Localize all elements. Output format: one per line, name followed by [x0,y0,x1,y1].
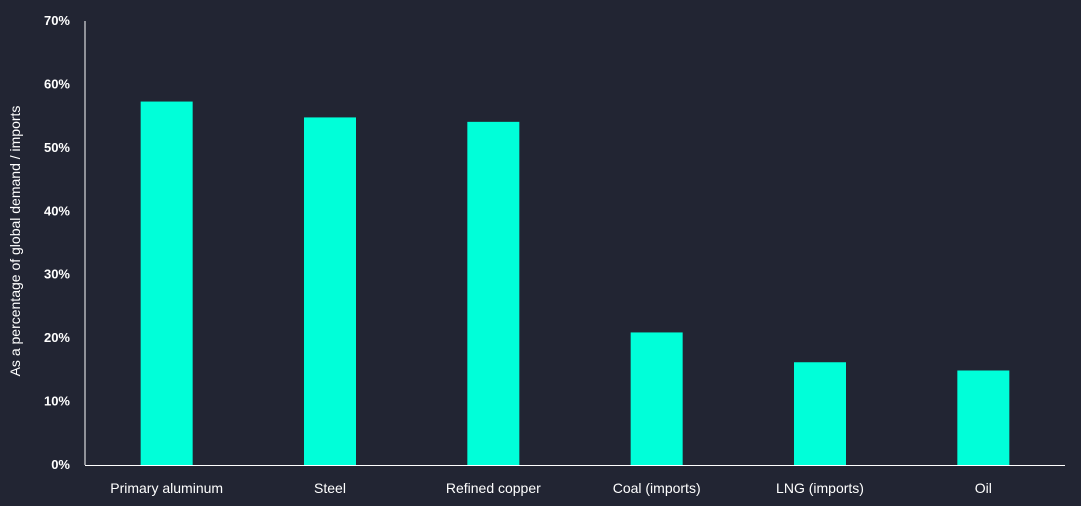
bar [957,370,1010,465]
bar [467,121,520,465]
y-tick-label: 60% [44,76,70,91]
y-axis-label: As a percentage of global demand / impor… [7,106,23,377]
y-tick-label: 0% [51,457,70,472]
bar [630,332,683,465]
x-tick-label: Steel [314,480,346,496]
y-tick-label: 20% [44,330,70,345]
y-tick-label: 30% [44,267,70,282]
y-tick-label: 40% [44,203,70,218]
bar [304,117,356,465]
bar [794,362,846,465]
x-tick-label: Coal (imports) [613,480,701,496]
x-tick-label: Oil [975,480,992,496]
y-tick-label: 50% [44,140,70,155]
bars [140,101,1010,465]
x-tick-label: Primary aluminum [110,480,223,496]
y-axis-ticks: 0% 10% 20% 30% 40% 50% 60% 70% [44,13,70,472]
x-tick-label: LNG (imports) [776,480,864,496]
x-axis-ticks: Primary aluminum Steel Refined copper Coal … [110,480,992,496]
x-tick-label: Refined copper [446,480,541,496]
y-tick-label: 10% [44,394,70,409]
bar [140,101,193,465]
y-tick-label: 70% [44,13,70,28]
